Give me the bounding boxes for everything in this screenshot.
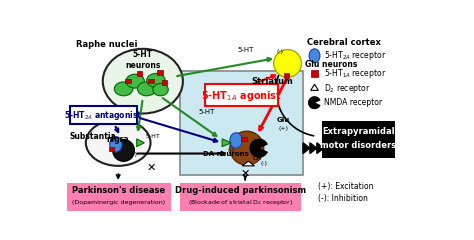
Text: 5-HT$_{1A}$ agonist: 5-HT$_{1A}$ agonist: [201, 89, 282, 103]
Polygon shape: [242, 161, 255, 166]
Text: DA: DA: [252, 156, 261, 161]
Text: 5-HT$_{2A}$ receptor: 5-HT$_{2A}$ receptor: [324, 49, 386, 62]
Ellipse shape: [230, 131, 264, 165]
Polygon shape: [331, 143, 337, 154]
Text: nigra: nigra: [107, 135, 129, 144]
Text: (-): (-): [276, 49, 283, 54]
Text: 5-HT: 5-HT: [237, 47, 254, 53]
Text: Glu neurons: Glu neurons: [305, 60, 358, 69]
Text: Drug-induced parkinsonism: Drug-induced parkinsonism: [175, 186, 306, 195]
Bar: [205, 84, 278, 106]
Polygon shape: [137, 139, 145, 147]
Text: 5-HT
neurons: 5-HT neurons: [125, 50, 161, 70]
Text: D$_2$ receptor: D$_2$ receptor: [324, 82, 370, 95]
Ellipse shape: [273, 50, 301, 77]
Text: Extrapyramidal: Extrapyramidal: [322, 127, 395, 137]
Text: ✕: ✕: [240, 168, 250, 179]
Ellipse shape: [103, 49, 183, 114]
Bar: [180, 183, 301, 210]
Bar: [310, 70, 319, 77]
Text: Striatum: Striatum: [251, 77, 293, 85]
Text: motor disorders: motor disorders: [320, 141, 396, 150]
Text: Glu: Glu: [277, 117, 291, 123]
Ellipse shape: [126, 74, 145, 88]
Bar: [137, 71, 142, 76]
Polygon shape: [310, 84, 319, 90]
Ellipse shape: [309, 49, 320, 63]
Text: (-): (-): [130, 152, 137, 157]
Polygon shape: [310, 143, 317, 154]
Bar: [241, 137, 247, 141]
Text: (Blockade of striatal D$_2$ receptor): (Blockade of striatal D$_2$ receptor): [188, 198, 293, 207]
Ellipse shape: [114, 82, 133, 96]
Text: (+): Excitation: (+): Excitation: [319, 182, 374, 191]
Bar: [109, 147, 114, 151]
Bar: [162, 80, 167, 85]
Bar: [284, 73, 289, 78]
Text: Raphe nuclei: Raphe nuclei: [76, 40, 137, 48]
Text: 5-HT: 5-HT: [199, 109, 215, 115]
Text: (Dopaminergic degeneration): (Dopaminergic degeneration): [72, 199, 165, 204]
Wedge shape: [309, 96, 320, 109]
Bar: [70, 106, 137, 124]
Ellipse shape: [113, 140, 134, 161]
Text: (-): Inhibition: (-): Inhibition: [319, 194, 368, 203]
Text: (+): (+): [279, 126, 289, 132]
Ellipse shape: [153, 84, 168, 96]
Text: ✕: ✕: [146, 162, 156, 172]
Bar: [148, 79, 154, 84]
Polygon shape: [303, 143, 310, 154]
Bar: [157, 70, 163, 75]
Text: Cerebral cortex: Cerebral cortex: [307, 38, 381, 47]
Text: NMDA receptor: NMDA receptor: [324, 98, 382, 107]
Bar: [322, 121, 395, 158]
Polygon shape: [222, 139, 231, 147]
Text: (-): (-): [261, 161, 268, 166]
Bar: [180, 71, 303, 175]
Text: Parkinson's disease: Parkinson's disease: [72, 186, 165, 195]
Wedge shape: [250, 139, 267, 157]
Text: (-): (-): [228, 148, 235, 153]
Ellipse shape: [230, 133, 242, 148]
Ellipse shape: [86, 120, 151, 166]
Text: 5-HT$_{1A}$ receptor: 5-HT$_{1A}$ receptor: [324, 67, 386, 80]
Ellipse shape: [109, 137, 122, 152]
Text: Substantia: Substantia: [70, 132, 117, 141]
Bar: [125, 79, 130, 84]
Ellipse shape: [146, 73, 165, 87]
Text: 5-HT: 5-HT: [145, 134, 160, 139]
Text: DA neurons: DA neurons: [203, 151, 249, 157]
Ellipse shape: [137, 82, 156, 96]
Polygon shape: [324, 143, 331, 154]
Polygon shape: [317, 143, 324, 154]
Text: 5-HT$_{2A}$ antagonist: 5-HT$_{2A}$ antagonist: [64, 109, 143, 122]
Bar: [66, 183, 171, 210]
